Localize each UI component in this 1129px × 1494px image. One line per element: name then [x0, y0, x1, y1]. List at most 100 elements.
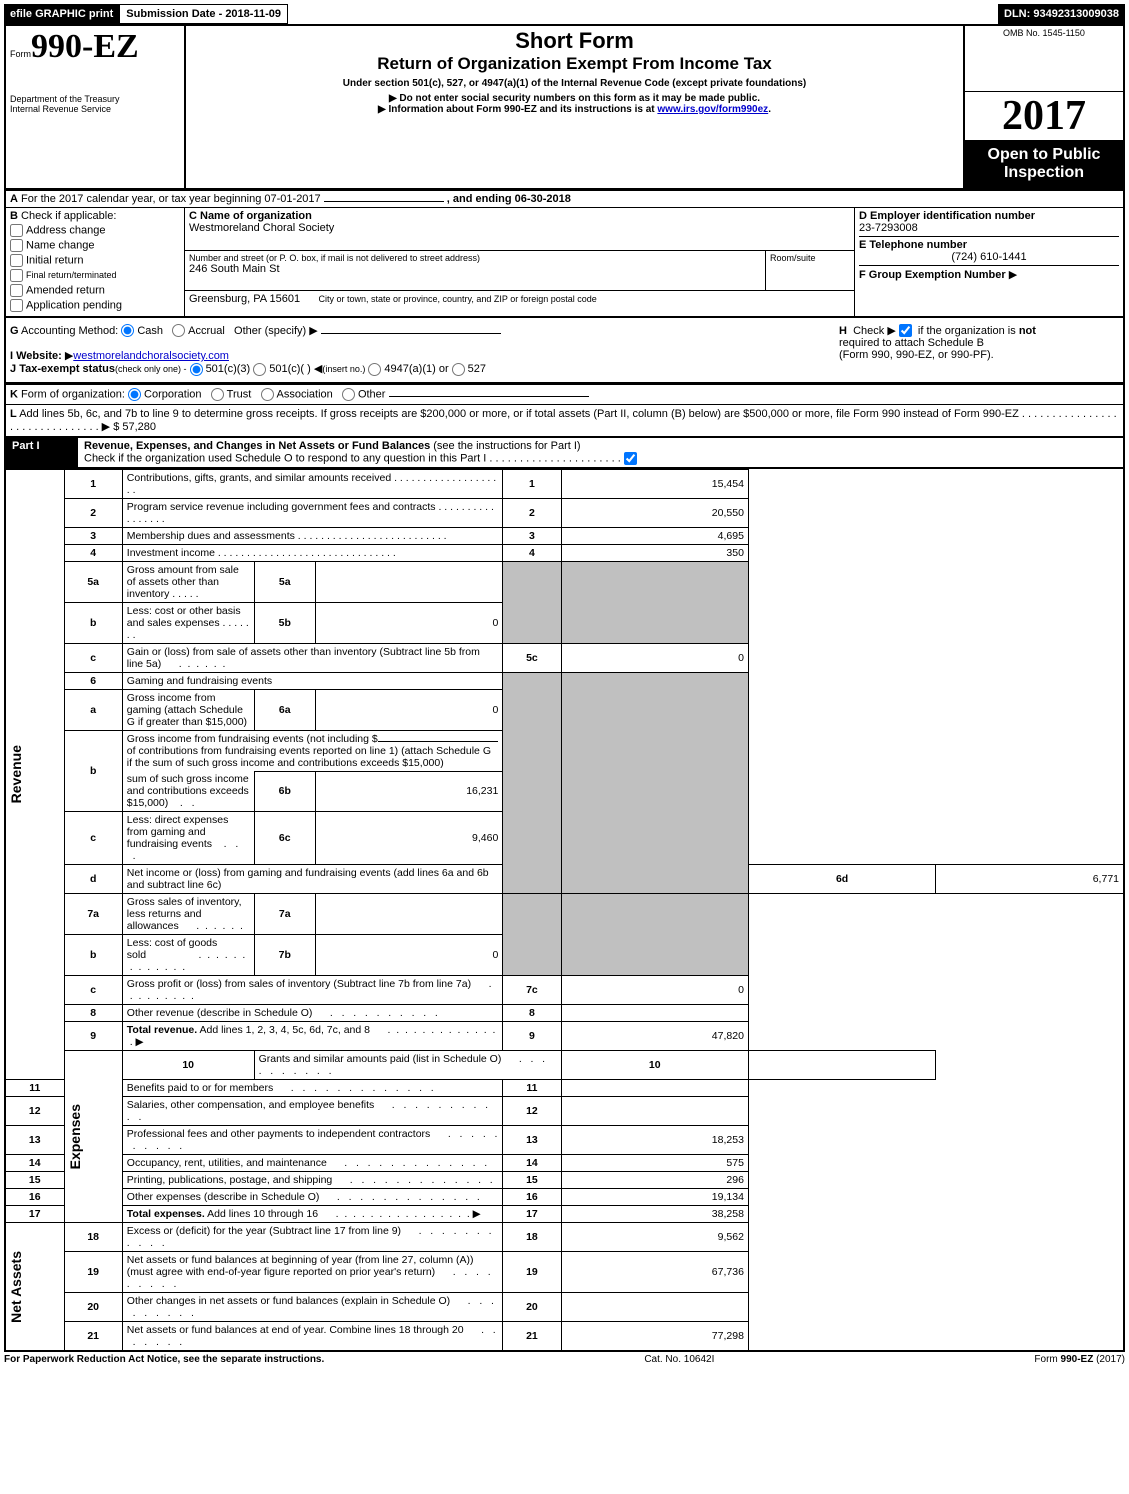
line2-amt: 20,550: [561, 498, 748, 527]
radio-527[interactable]: [452, 363, 465, 376]
line6c-subamt: 9,460: [315, 812, 502, 865]
title-return: Return of Organization Exempt From Incom…: [190, 54, 959, 74]
c-label: C Name of organization: [189, 210, 312, 222]
line19-amt: 67,736: [561, 1252, 748, 1293]
addr-value: 246 South Main St: [189, 263, 761, 275]
city-value: Greensburg, PA 15601: [189, 293, 300, 305]
tax-year: 2017: [965, 92, 1123, 140]
addr-label: Number and street (or P. O. box, if mail…: [189, 253, 761, 263]
check-h[interactable]: [899, 324, 912, 337]
radio-501c[interactable]: [253, 363, 266, 376]
line13-amt: 18,253: [561, 1126, 748, 1155]
line18-amt: 9,562: [561, 1223, 748, 1252]
line11-amt: [561, 1080, 748, 1097]
website-link[interactable]: westmorelandchoralsociety.com: [73, 350, 229, 362]
arrow-icon: [389, 93, 399, 104]
footer-left: For Paperwork Reduction Act Notice, see …: [4, 1354, 324, 1365]
check-name-change[interactable]: Name change: [10, 239, 180, 252]
radio-corp[interactable]: [128, 388, 141, 401]
check-amended[interactable]: Amended return: [10, 284, 180, 297]
city-label: City or town, state or province, country…: [318, 294, 596, 304]
radio-trust[interactable]: [211, 388, 224, 401]
line5a-subamt: [315, 561, 502, 602]
footer-mid: Cat. No. 10642I: [644, 1354, 714, 1365]
check-address-change[interactable]: Address change: [10, 224, 180, 237]
line20-amt: [561, 1293, 748, 1322]
note-info-pre: Information about Form 990-EZ and its in…: [388, 104, 657, 115]
d-label: D Employer identification number: [859, 210, 1035, 222]
gh-table: G Accounting Method: Cash Accrual Other …: [4, 318, 1125, 384]
line3-amt: 4,695: [561, 527, 748, 544]
line16-amt: 19,134: [561, 1189, 748, 1206]
note-ssn: Do not enter social security numbers on …: [399, 93, 760, 104]
line4-amt: 350: [561, 544, 748, 561]
form-header-table: Form990-EZ Department of the Treasury In…: [4, 24, 1125, 190]
line12-amt: [561, 1097, 748, 1126]
footer: For Paperwork Reduction Act Notice, see …: [4, 1352, 1125, 1365]
check-schedule-o[interactable]: [624, 452, 637, 465]
efile-label: efile GRAPHIC print: [4, 4, 119, 24]
radio-assoc[interactable]: [261, 388, 274, 401]
k-label: Form of organization:: [21, 388, 125, 400]
line10-amt: [748, 1051, 935, 1080]
part1-heading: Revenue, Expenses, and Changes in Net As…: [84, 440, 430, 452]
line5b-subamt: 0: [315, 602, 502, 643]
dept-line2: Internal Revenue Service: [10, 104, 180, 114]
part1-lines: Revenue 1 Contributions, gifts, grants, …: [4, 469, 1125, 1353]
title-short-form: Short Form: [190, 28, 959, 54]
l-amount: $ 57,280: [113, 421, 156, 433]
line7c-amt: 0: [561, 976, 748, 1005]
line6b-subamt: 16,231: [315, 771, 502, 812]
e-label: E Telephone number: [859, 239, 967, 251]
line-a-text: For the 2017 calendar year, or tax year …: [21, 193, 321, 205]
room-label: Room/suite: [766, 250, 855, 290]
part1-check-note: Check if the organization used Schedule …: [84, 452, 486, 464]
radio-4947[interactable]: [368, 363, 381, 376]
line17-amt: 38,258: [561, 1206, 748, 1223]
b-label: Check if applicable:: [21, 210, 116, 222]
h-label: Check: [853, 325, 884, 337]
line5c-amt: 0: [561, 643, 748, 672]
line6a-subamt: 0: [315, 689, 502, 730]
j-label: Tax-exempt status: [19, 363, 115, 375]
form-prefix: Form: [10, 49, 31, 59]
line15-amt: 296: [561, 1172, 748, 1189]
line6d-amt: 6,771: [936, 865, 1124, 894]
check-final-return[interactable]: Final return/terminated: [10, 269, 180, 282]
check-application-pending[interactable]: Application pending: [10, 299, 180, 312]
revenue-vlabel: Revenue: [6, 743, 26, 805]
line1-amt: 15,454: [561, 469, 748, 498]
line7b-subamt: 0: [315, 935, 502, 976]
check-initial-return[interactable]: Initial return: [10, 254, 180, 267]
form-number: 990-EZ: [31, 28, 139, 65]
part1-label: Part I: [6, 438, 78, 467]
phone-value: (724) 610-1441: [859, 251, 1119, 263]
line21-amt: 77,298: [561, 1322, 748, 1352]
line9-amt: 47,820: [561, 1022, 748, 1051]
subtitle: Under section 501(c), 527, or 4947(a)(1)…: [190, 78, 959, 89]
line14-amt: 575: [561, 1155, 748, 1172]
org-name: Westmoreland Choral Society: [189, 222, 850, 234]
i-label: Website:: [16, 350, 62, 362]
part1-heading-note: (see the instructions for Part I): [433, 440, 580, 452]
line-a-end: , and ending 06-30-2018: [447, 193, 571, 205]
org-info-table: A For the 2017 calendar year, or tax yea…: [4, 190, 1125, 318]
omb-number: OMB No. 1545-1150: [969, 28, 1119, 38]
f-label: F Group Exemption Number: [859, 269, 1006, 281]
l-text: Add lines 5b, 6c, and 7b to line 9 to de…: [19, 408, 1019, 420]
top-bar: efile GRAPHIC print Submission Date - 20…: [4, 4, 1125, 24]
radio-501c3[interactable]: [190, 363, 203, 376]
netassets-vlabel: Net Assets: [6, 1249, 26, 1325]
radio-accrual[interactable]: [172, 324, 185, 337]
line8-amt: [561, 1005, 748, 1022]
submission-date: Submission Date - 2018-11-09: [119, 4, 288, 24]
radio-cash[interactable]: [121, 324, 134, 337]
arrow-icon: [378, 104, 388, 115]
radio-other[interactable]: [342, 388, 355, 401]
g-label: Accounting Method:: [21, 325, 118, 337]
dept-line1: Department of the Treasury: [10, 94, 180, 104]
instructions-link[interactable]: www.irs.gov/form990ez: [657, 104, 768, 115]
open-to-public: Open to Public Inspection: [965, 140, 1123, 188]
expenses-vlabel: Expenses: [65, 1102, 85, 1171]
ein-value: 23-7293008: [859, 222, 1119, 234]
